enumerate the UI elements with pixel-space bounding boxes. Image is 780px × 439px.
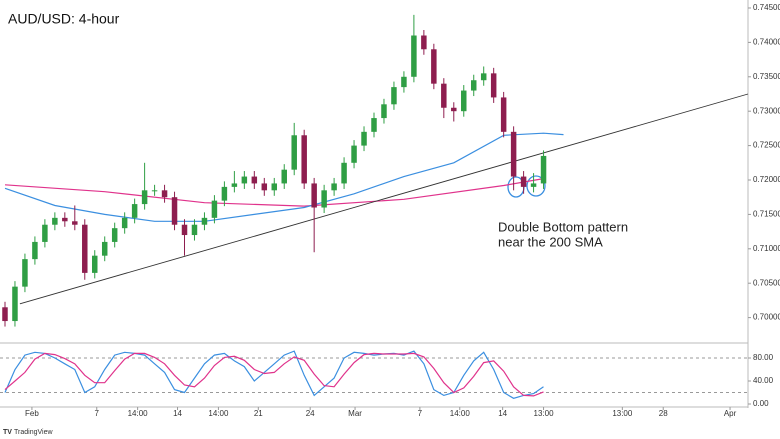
- candle-body: [311, 183, 317, 208]
- chart-title: AUD/USD: 4-hour: [8, 11, 120, 27]
- candle-body: [341, 162, 347, 184]
- candle-body: [351, 145, 357, 163]
- candle-body: [470, 80, 477, 91]
- candle-body: [500, 97, 507, 132]
- x-tick-label: 14:00: [128, 409, 149, 418]
- candle-body: [421, 35, 427, 50]
- y-tick-label: 0.72500: [753, 141, 780, 150]
- y-tick-label: 0.73000: [753, 106, 780, 115]
- candle-body: [451, 107, 457, 112]
- logo-icon: TV: [3, 429, 12, 436]
- candle-body: [490, 73, 497, 98]
- x-tick-label: 13:00: [612, 409, 633, 418]
- candle-body: [530, 183, 537, 187]
- candle-body: [251, 176, 258, 184]
- candle-body: [92, 255, 98, 273]
- annotation: near the 200 SMA: [498, 234, 603, 249]
- x-tick-label: Mar: [348, 409, 362, 418]
- x-tick-label: 7: [418, 409, 423, 418]
- candle-body: [271, 183, 278, 191]
- x-tick-label: 14: [498, 409, 507, 418]
- candle-body: [431, 49, 437, 84]
- x-tick-label: Apr: [724, 409, 737, 418]
- candle-body: [42, 224, 48, 242]
- candle-body: [181, 224, 188, 236]
- candle-body: [461, 90, 467, 112]
- candle-body: [131, 204, 138, 218]
- candle-body: [191, 224, 198, 236]
- y-tick-label: 0.70000: [753, 313, 780, 322]
- candle-body: [510, 131, 517, 177]
- line-overlay: [19, 93, 749, 305]
- candle-body: [111, 228, 118, 242]
- x-tick-label: Feb: [25, 409, 39, 418]
- candle-body: [391, 87, 397, 105]
- candle-body: [2, 307, 8, 322]
- y-tick-label: 0.72000: [753, 175, 780, 184]
- x-tick-label: 13:00: [534, 409, 555, 418]
- candle-body: [221, 186, 228, 201]
- candle-body: [371, 118, 377, 132]
- candle-body: [211, 200, 218, 218]
- oscillator-line: [4, 352, 544, 397]
- candle-body: [291, 135, 297, 170]
- candle-body: [52, 217, 58, 225]
- candle-body: [331, 183, 337, 191]
- candle-body: [201, 217, 208, 225]
- candle-body: [401, 76, 407, 88]
- candle-body: [480, 73, 487, 81]
- candle-body: [241, 176, 248, 184]
- candle-body: [82, 224, 88, 273]
- candle-body: [441, 83, 447, 108]
- y-tick-label: 0.73500: [753, 72, 780, 81]
- candle-body: [171, 197, 178, 225]
- x-tick-label: 7: [95, 409, 100, 418]
- candle-body: [72, 221, 78, 225]
- candle-body: [12, 286, 18, 322]
- x-tick-label: 28: [659, 409, 668, 418]
- candle-body: [381, 104, 387, 119]
- candle-body: [361, 131, 367, 146]
- candle-body: [141, 190, 148, 205]
- x-tick-label: 14:00: [450, 409, 471, 418]
- y-tick-label: 0.70500: [753, 278, 780, 287]
- y-tick-label: 0.74500: [753, 3, 780, 12]
- y-tick-label: 0.00: [753, 399, 769, 408]
- y-tick-label: 0.71000: [753, 244, 780, 253]
- candle-body: [121, 217, 128, 229]
- x-tick-label: 14: [173, 409, 182, 418]
- line-overlay: [4, 178, 544, 207]
- candle-body: [540, 155, 547, 184]
- candle-body: [281, 169, 287, 184]
- candle-body: [321, 190, 327, 208]
- x-tick-label: 21: [254, 409, 263, 418]
- candle-body: [231, 183, 238, 187]
- candle-body: [62, 217, 68, 222]
- source-logo: TradingView: [14, 429, 53, 436]
- x-tick-label: 14:00: [208, 409, 229, 418]
- y-tick-label: 0.71500: [753, 210, 780, 219]
- y-tick-label: 40.00: [753, 376, 774, 385]
- candle-body: [22, 259, 28, 287]
- y-tick-label: 80.00: [753, 353, 774, 362]
- candle-body: [151, 190, 158, 192]
- candle-body: [32, 241, 38, 260]
- candle-body: [161, 190, 168, 198]
- x-tick-label: 24: [306, 409, 315, 418]
- candle-body: [101, 241, 108, 256]
- candle-body: [301, 135, 307, 184]
- y-tick-label: 0.74000: [753, 37, 780, 46]
- candle-body: [261, 183, 268, 191]
- annotation: Double Bottom pattern: [498, 219, 628, 234]
- candle-body: [520, 176, 527, 187]
- highlight-circle: [526, 175, 546, 197]
- candle-body: [411, 35, 417, 77]
